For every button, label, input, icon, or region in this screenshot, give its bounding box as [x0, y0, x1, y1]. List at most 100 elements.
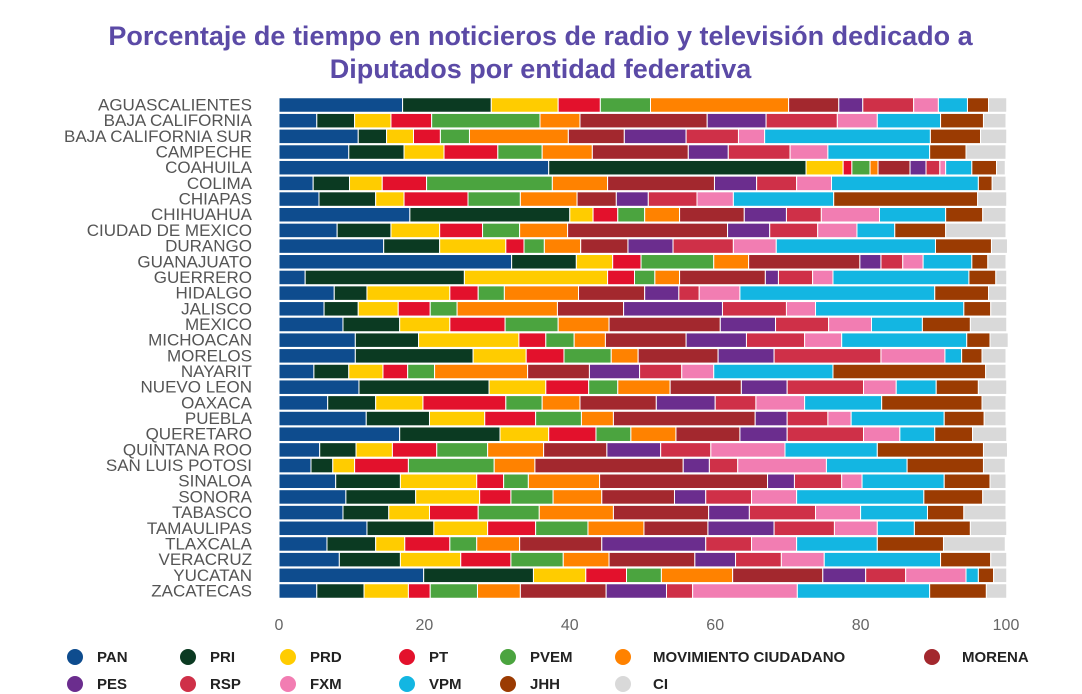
- bar-segment: [354, 112, 392, 129]
- bar-segment: [982, 489, 1007, 505]
- bar-segment: [805, 159, 844, 176]
- bar-segment: [510, 551, 564, 568]
- bar-segment: [278, 567, 425, 584]
- bar-segment: [934, 238, 992, 254]
- bar-segment: [429, 583, 478, 599]
- bar-segment: [804, 395, 883, 411]
- bar-segment: [563, 348, 612, 364]
- bar-segment: [713, 363, 834, 380]
- bar-segment: [708, 504, 750, 521]
- bar-segment: [588, 379, 619, 395]
- bar-segment: [982, 112, 1007, 129]
- bar-segment: [439, 238, 507, 254]
- bar-segment: [525, 348, 565, 364]
- legend-marker: [180, 676, 196, 692]
- bar-segment: [443, 144, 499, 160]
- bar-segment: [980, 128, 1008, 145]
- bar-segment: [732, 567, 824, 584]
- y-tick-label: QUERETARO: [146, 425, 252, 444]
- bar-segment: [588, 363, 641, 380]
- bar-segment: [859, 254, 882, 270]
- bar-segment: [785, 206, 822, 223]
- bar-segment: [815, 301, 965, 317]
- y-tick-label: PUEBLA: [185, 409, 253, 428]
- y-tick-label: GUERRERO: [154, 268, 252, 287]
- bar-segment: [827, 410, 852, 427]
- bar-segment: [426, 175, 553, 192]
- bar-segment: [278, 191, 320, 207]
- bar-segment: [876, 520, 915, 537]
- bar-segment: [989, 332, 1009, 348]
- bar-segment: [793, 473, 843, 490]
- y-tick-label: CIUDAD DE MEXICO: [87, 221, 252, 240]
- bar-segment: [780, 551, 825, 568]
- bar-segment: [777, 269, 814, 286]
- bar-segment: [407, 583, 431, 599]
- bar-segment: [966, 332, 991, 348]
- bar-segment: [644, 285, 680, 301]
- y-tick-label: JALISCO: [181, 299, 252, 318]
- bar-segment: [436, 442, 489, 458]
- bar-segment: [390, 112, 433, 129]
- bar-segment: [357, 301, 399, 317]
- bar-segment: [278, 379, 360, 395]
- bar-segment: [817, 222, 858, 239]
- bar-segment: [755, 395, 806, 411]
- legend-label: PRI: [210, 649, 235, 666]
- bar-segment: [732, 191, 835, 207]
- bar-segment: [375, 395, 424, 411]
- bar-segment: [823, 551, 942, 568]
- bar-segment: [278, 332, 356, 348]
- bar-segment: [737, 128, 766, 145]
- bar-segment: [556, 301, 625, 317]
- bar-segment: [764, 269, 779, 286]
- bar-segment: [382, 363, 409, 380]
- bar-segment: [981, 395, 1007, 411]
- bar-segment: [403, 144, 445, 160]
- bar-segment: [637, 348, 719, 364]
- bar-segment: [982, 457, 1006, 474]
- bar-segment: [862, 97, 915, 113]
- bar-segment: [923, 489, 984, 505]
- bar-segment: [706, 112, 767, 129]
- bar-segment: [354, 332, 420, 348]
- bar-segment: [557, 97, 601, 113]
- bar-segment: [518, 332, 547, 348]
- bar-segment: [345, 489, 417, 505]
- bar-segment: [673, 489, 707, 505]
- bar-segment: [640, 254, 715, 270]
- bar-segment: [740, 379, 788, 395]
- legend-marker: [280, 676, 296, 692]
- bar-segment: [796, 175, 833, 192]
- bar-segment: [796, 536, 878, 552]
- bar-segment: [685, 332, 747, 348]
- bar-segment: [278, 395, 329, 411]
- bar-segment: [527, 473, 601, 490]
- bar-segment: [832, 269, 970, 286]
- bar-segment: [796, 583, 931, 599]
- bar-segment: [894, 222, 947, 239]
- bar-segment: [585, 567, 628, 584]
- bar-segment: [397, 301, 431, 317]
- bar-segment: [833, 520, 878, 537]
- bar-segment: [727, 144, 791, 160]
- bar-segment: [503, 285, 580, 301]
- bar-segment: [278, 206, 411, 223]
- bar-segment: [477, 504, 540, 521]
- bar-segment: [519, 583, 607, 599]
- bar-segment: [929, 583, 987, 599]
- x-tick-label: 0: [275, 617, 284, 634]
- legend-label: PAN: [97, 649, 128, 666]
- bar-segment: [765, 112, 838, 129]
- bar-segment: [945, 222, 1007, 239]
- bar-segment: [627, 238, 674, 254]
- bar-segment: [739, 426, 788, 442]
- bar-segment: [497, 144, 543, 160]
- bar-segment: [660, 442, 712, 458]
- bar-segment: [983, 410, 1007, 427]
- y-tick-label: MICHOACAN: [148, 331, 252, 350]
- bar-segment: [863, 426, 901, 442]
- bar-segment: [921, 316, 971, 333]
- bar-segment: [692, 583, 798, 599]
- bar-segment: [592, 206, 619, 223]
